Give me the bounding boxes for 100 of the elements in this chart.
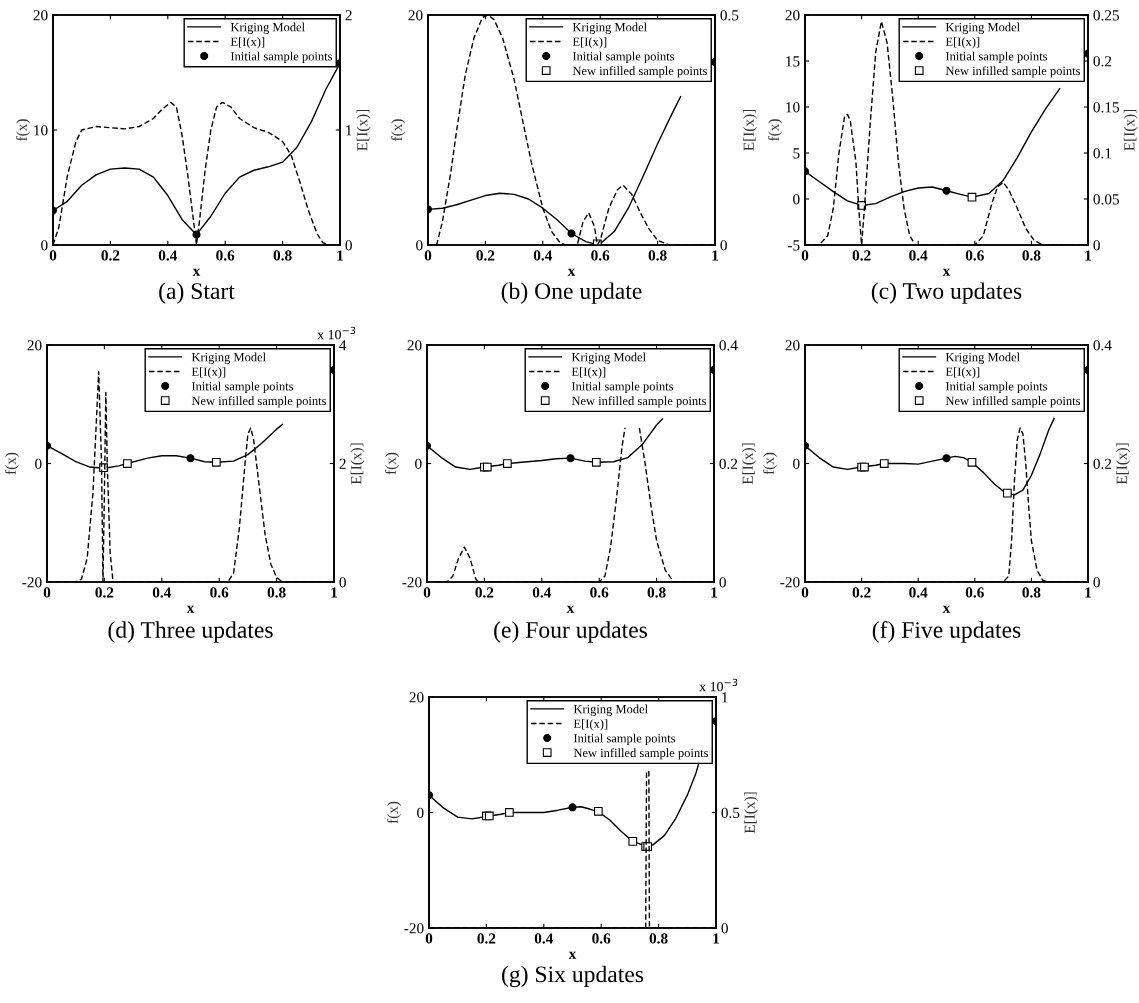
y2-tick-label: 0 (345, 240, 352, 251)
y-axis-title: f(x) (16, 119, 31, 141)
x-tick-label: 0.4 (909, 587, 928, 598)
x-tick-label: 0.8 (267, 587, 286, 598)
y-tick-label: 10 (786, 102, 800, 113)
x-tick-label: 0.2 (101, 250, 120, 261)
legend-label: Initial sample points (191, 381, 294, 394)
x-tick-label: 1 (713, 933, 720, 944)
x-axis-title: x (568, 951, 577, 959)
y2-tick-label: 0.4 (1093, 340, 1112, 351)
x-tick-label: 0.6 (210, 587, 229, 598)
y-tick-label: 0 (41, 240, 48, 251)
x-tick-label: 0 (423, 587, 431, 598)
x-tick-label: 0.8 (647, 587, 666, 598)
y2-tick-label: 0.4 (719, 340, 738, 351)
legend-label: Kriging Model (945, 22, 1020, 34)
text: x 10$^{−3}$ (317, 326, 356, 340)
legend-label: New infilled sample points (191, 396, 327, 408)
x-tick-label: 0.8 (1022, 250, 1041, 261)
y2-tick-label: 0 (1093, 240, 1100, 251)
y-tick-label: -20 (22, 577, 42, 588)
x-tick-label: 0.2 (475, 587, 494, 598)
x-axis-title: x (192, 268, 201, 276)
y2-tick-label: 2 (345, 10, 352, 21)
legend-label: New infilled sample points (573, 748, 709, 760)
y2-tick-label: 0.2 (1093, 56, 1112, 67)
y2-tick-label: 1 (722, 692, 728, 703)
x-tick-label: 0.8 (1022, 587, 1041, 598)
legend-label: E[I(x)] (571, 367, 606, 379)
x-tick-label: 0.6 (216, 250, 235, 261)
legend-label: Initial sample points (230, 51, 333, 64)
y2-tick-label: 0 (339, 577, 346, 588)
y2-tick-label: 1 (346, 125, 352, 136)
y2-tick-label: 0.5 (720, 10, 739, 21)
y-tick-label: 10 (34, 125, 48, 136)
x-tick-label: 1 (712, 250, 719, 261)
y2-tick-label: 0.2 (719, 458, 738, 470)
text: (b) One update (501, 282, 642, 304)
y-tick-label: 15 (786, 56, 800, 67)
x-tick-label: 0.8 (649, 933, 668, 944)
y-tick-label: -20 (780, 577, 800, 588)
y-tick-label: 20 (27, 340, 42, 351)
x-tick-label: 1 (1085, 250, 1092, 261)
x-axis-title: x (567, 268, 576, 276)
x-tick-label: 0.6 (592, 933, 611, 944)
y-tick-label: 0 (793, 458, 800, 469)
text: (c) Two updates (871, 282, 1022, 304)
y2-tick-label: 0.2 (1093, 458, 1112, 470)
x-axis-title: x (566, 605, 575, 613)
x-tick-label: 0 (49, 250, 57, 261)
legend-label: Initial sample points (945, 381, 1048, 394)
y2-tick-label: 0.05 (1093, 194, 1119, 205)
y2-axis-title: E[I(x)] (743, 109, 757, 151)
legend-label: Initial sample points (572, 51, 675, 64)
legend-label: Initial sample points (945, 51, 1048, 64)
x-tick-label: 0 (424, 250, 432, 261)
legend-label: E[I(x)] (945, 37, 980, 49)
x-tick-label: 0.4 (532, 587, 552, 598)
legend-label: E[I(x)] (230, 37, 265, 49)
x-tick-label: 0.6 (591, 250, 610, 261)
x-tick-label: 0.2 (852, 250, 871, 261)
text: (e) Four updates (494, 621, 648, 643)
x-tick-label: 1 (331, 587, 338, 598)
x-tick-label: 1 (711, 587, 718, 598)
y2-tick-label: 0 (1093, 577, 1100, 588)
y-tick-label: 20 (33, 10, 48, 21)
legend-label: Kriging Model (191, 352, 266, 364)
legend-label: E[I(x)] (945, 367, 980, 379)
y2-axis-title: E[I(x)] (742, 443, 756, 485)
legend-label: New infilled sample points (572, 66, 708, 78)
x-tick-label: 0.2 (476, 250, 495, 261)
y2-axis-title: E[I(x)] (1116, 443, 1130, 485)
legend-label: E[I(x)] (573, 719, 608, 731)
y-tick-label: -5 (787, 240, 800, 251)
text: (d) Three updates (108, 621, 273, 643)
y-axis-title: f(x) (768, 119, 783, 141)
x-tick-label: 1 (337, 250, 344, 261)
y2-axis-title: E[I(x)] (744, 792, 758, 834)
y2-tick-label: 2 (339, 458, 346, 469)
x-tick-label: 0 (801, 587, 809, 598)
text: (g) Six updates (502, 965, 644, 988)
y-tick-label: 5 (793, 148, 800, 159)
legend-label: Kriging Model (230, 22, 305, 34)
y2-axis-title: E[I(x)] (350, 443, 365, 485)
legend-label: E[I(x)] (572, 37, 607, 49)
legend-label: New infilled sample points (571, 396, 707, 408)
legend-label: Kriging Model (945, 352, 1020, 364)
x-tick-label: 0.6 (965, 250, 984, 261)
x-tick-label: 0.2 (852, 587, 871, 598)
x-tick-label: 0.8 (273, 250, 292, 261)
y-tick-label: 0 (416, 240, 423, 251)
y-axis-title: f(x) (762, 452, 777, 475)
y2-tick-label: 0.1 (1093, 148, 1112, 159)
x-tick-label: 0 (425, 933, 433, 944)
legend-label: Kriging Model (572, 22, 647, 34)
y2-tick-label: 0 (721, 923, 728, 934)
legend-label: Kriging Model (573, 704, 648, 716)
y-axis-title: f(x) (384, 452, 399, 475)
x-tick-label: 0.4 (909, 250, 928, 261)
y-axis-title: f(x) (386, 801, 401, 824)
